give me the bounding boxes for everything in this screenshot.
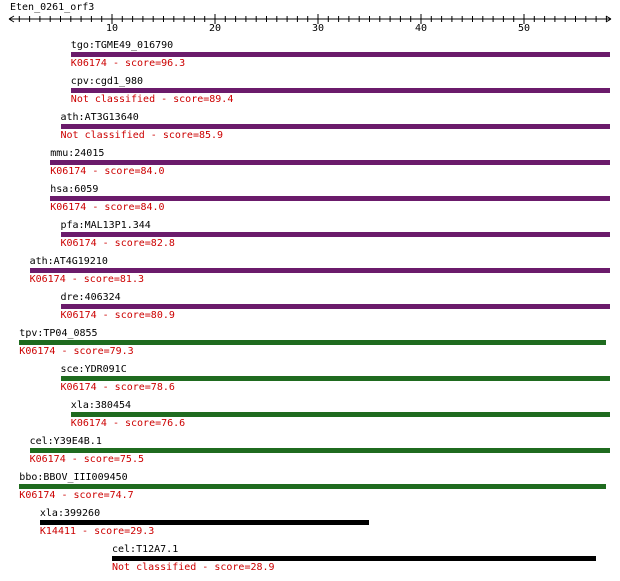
hit-alignment-bar[interactable]: [50, 196, 610, 201]
hit-alignment-bar[interactable]: [19, 484, 607, 489]
ruler-tick-label: 20: [209, 23, 221, 32]
hit-alignment-bar[interactable]: [60, 304, 610, 309]
hit-gene-label[interactable]: hsa:6059: [50, 184, 99, 195]
hit-alignment-bar[interactable]: [60, 124, 610, 129]
hit-gene-label[interactable]: cpv:cgd1_980: [70, 76, 144, 87]
position-ruler: Eten_0261_orf3 10 20 30 40 50: [8, 2, 612, 32]
ruler-tick-label: 30: [312, 23, 324, 32]
hit-annotation-link[interactable]: K06174 - score=75.5: [29, 454, 144, 465]
hit-alignment-bar[interactable]: [112, 556, 597, 561]
hit-annotation-link[interactable]: Not classified - score=85.9: [60, 130, 224, 141]
hit-annotation-link[interactable]: K06174 - score=74.7: [19, 490, 134, 501]
ruler-tick-label: 10: [106, 23, 118, 32]
hit-alignment-bar[interactable]: [60, 232, 610, 237]
hit-gene-label[interactable]: sce:YDR091C: [60, 364, 127, 375]
hit-annotation-link[interactable]: K06174 - score=76.6: [70, 418, 186, 429]
hit-annotation-link[interactable]: Not classified - score=89.4: [70, 94, 234, 105]
hit-gene-label[interactable]: xla:380454: [70, 400, 132, 411]
hit-annotation-link[interactable]: K06174 - score=79.3: [19, 346, 134, 357]
ruler-ticks: 10 20 30 40 50: [18, 14, 607, 32]
hit-annotation-link[interactable]: K14411 - score=29.3: [39, 526, 155, 537]
hit-gene-label[interactable]: ath:AT4G19210: [29, 256, 108, 267]
hit-gene-label[interactable]: bbo:BBOV_III009450: [19, 472, 128, 483]
hit-annotation-link[interactable]: K06174 - score=78.6: [60, 382, 175, 393]
hit-gene-label[interactable]: cel:T12A7.1: [112, 544, 179, 555]
hit-alignment-bar[interactable]: [39, 520, 370, 525]
hit-gene-label[interactable]: cel:Y39E4B.1: [29, 436, 102, 447]
ruler-tick-label: 50: [518, 23, 530, 32]
hit-gene-label[interactable]: tgo:TGME49_016790: [70, 40, 174, 51]
ruler-title: Eten_0261_orf3: [10, 2, 94, 13]
ruler-left-arrow: [8, 15, 15, 23]
hit-annotation-link[interactable]: K06174 - score=84.0: [50, 166, 165, 177]
hit-alignment-bar[interactable]: [60, 376, 610, 381]
hit-alignment-bar[interactable]: [70, 412, 610, 417]
hit-annotation-link[interactable]: K06174 - score=81.3: [29, 274, 144, 285]
hit-gene-label[interactable]: dre:406324: [60, 292, 121, 303]
hit-gene-label[interactable]: mmu:24015: [50, 148, 105, 159]
hit-gene-label[interactable]: xla:399260: [39, 508, 101, 519]
hit-gene-label[interactable]: ath:AT3G13640: [60, 112, 139, 123]
hit-alignment-bar[interactable]: [70, 52, 610, 57]
hit-annotation-link[interactable]: K06174 - score=96.3: [70, 58, 186, 69]
hit-annotation-link[interactable]: K06174 - score=82.8: [60, 238, 175, 249]
hit-alignment-bar[interactable]: [29, 448, 610, 453]
hit-annotation-link[interactable]: Not classified - score=28.9: [112, 562, 275, 573]
hit-annotation-link[interactable]: K06174 - score=80.9: [60, 310, 175, 321]
hit-alignment-bar[interactable]: [50, 160, 610, 165]
hit-alignment-bar[interactable]: [19, 340, 607, 345]
hit-alignment-bar[interactable]: [70, 88, 610, 93]
hit-gene-label[interactable]: tpv:TP04_0855: [19, 328, 98, 339]
hit-annotation-link[interactable]: K06174 - score=84.0: [50, 202, 165, 213]
hit-alignment-bar[interactable]: [29, 268, 610, 273]
ruler-tick-label: 40: [415, 23, 427, 32]
hit-gene-label[interactable]: pfa:MAL13P1.344: [60, 220, 151, 231]
